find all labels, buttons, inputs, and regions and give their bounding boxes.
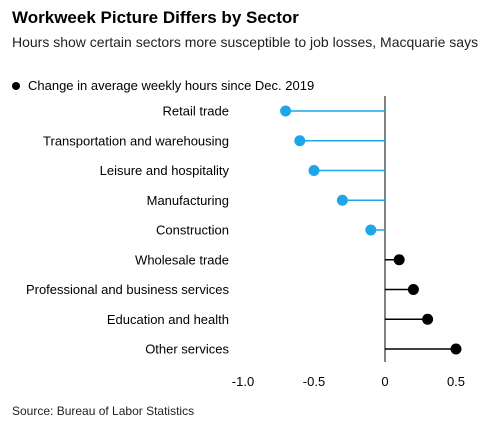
lollipop-dot bbox=[407, 284, 419, 295]
legend: Change in average weekly hours since Dec… bbox=[12, 78, 314, 93]
category-label: Other services bbox=[145, 342, 229, 357]
category-label: Manufacturing bbox=[147, 193, 229, 208]
category-label: Wholesale trade bbox=[135, 252, 229, 267]
x-tick-label: -1.0 bbox=[232, 374, 254, 389]
lollipop-dot bbox=[280, 105, 292, 117]
category-label: Construction bbox=[156, 223, 229, 238]
source-note: Source: Bureau of Labor Statistics bbox=[12, 404, 195, 418]
legend-label: Change in average weekly hours since Dec… bbox=[28, 78, 315, 93]
lollipop-dot bbox=[308, 165, 320, 176]
lollipop-dot bbox=[294, 135, 306, 147]
category-label: Education and health bbox=[107, 312, 229, 327]
chart-title: Workweek Picture Differs by Sector bbox=[12, 8, 299, 27]
lollipop-dot bbox=[336, 194, 348, 206]
lollipop-dot bbox=[422, 313, 434, 325]
category-label: Professional and business services bbox=[26, 282, 230, 297]
x-tick-label: 0 bbox=[381, 374, 388, 389]
category-label: Retail trade bbox=[163, 104, 229, 119]
lollipop-dot bbox=[393, 254, 405, 266]
category-label: Leisure and hospitality bbox=[100, 163, 230, 178]
chart-subtitle: Hours show certain sectors more suscepti… bbox=[12, 34, 479, 50]
legend-marker bbox=[12, 81, 20, 90]
x-tick-label: 0.5 bbox=[447, 374, 465, 389]
category-label: Transportation and warehousing bbox=[43, 133, 229, 148]
lollipop-dot bbox=[450, 343, 462, 355]
lollipop-dot bbox=[365, 224, 377, 236]
x-tick-label: -0.5 bbox=[303, 374, 325, 389]
